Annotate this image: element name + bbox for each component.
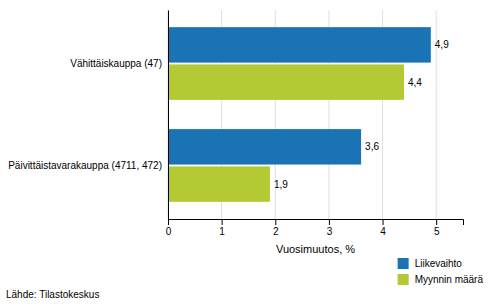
tick-label: Päivittäistavarakauppa (4711, 472) (8, 160, 162, 171)
tick-label: Vähittäiskauppa (47) (70, 58, 162, 69)
bars (168, 27, 431, 202)
data-label: 4,4 (408, 77, 422, 88)
tick-label: 0 (166, 226, 172, 237)
data-labels: 3,6 4,9 1,9 4,4 (274, 39, 449, 189)
legend: Liikevaihto Myynnin määrä (398, 258, 484, 285)
tick-mark (222, 219, 223, 225)
tick-mark (329, 219, 330, 225)
tick: 3 (327, 219, 333, 237)
tick-mark (436, 219, 437, 225)
tick: 0 (166, 219, 172, 237)
legend-swatch (398, 258, 409, 269)
y-axis: Vähittäiskauppa (47) Päivittäistavarakaup… (8, 11, 168, 220)
data-label: 1,9 (274, 179, 288, 190)
bar (168, 166, 270, 201)
bar (168, 129, 361, 164)
tick: 2 (273, 219, 279, 237)
annotation: Lähde: Tilastokeskus (6, 289, 99, 300)
tick: 1 (219, 219, 225, 237)
legend-label: Liikevaihto (415, 258, 463, 269)
tick: Päivittäistavarakauppa (4711, 472) (8, 160, 168, 171)
bar (168, 64, 404, 99)
legend-item: Myynnin määrä (398, 274, 484, 285)
grid-line (168, 10, 169, 219)
legend-swatch (398, 274, 409, 285)
tick: 5 (434, 219, 440, 237)
grid (168, 10, 436, 219)
legend-item: Liikevaihto (398, 258, 463, 269)
axis-line (169, 220, 464, 226)
tick-mark (168, 219, 169, 225)
tick-label: 5 (434, 226, 440, 237)
axis-title: Vuosimuutos, % (276, 243, 355, 255)
tick: Vähittäiskauppa (47) (70, 58, 168, 69)
chart: 3,6 4,9 1,9 4,4 0 1 2 3 4 5 Vähittäiskauppa (47) Pä… (0, 0, 493, 304)
data-label: 4,9 (435, 39, 449, 50)
tick-label: 4 (380, 226, 386, 237)
tick: 4 (380, 219, 386, 237)
legend-label: Myynnin määrä (415, 274, 484, 285)
tick-label: 3 (327, 226, 333, 237)
tick-mark (383, 219, 384, 225)
tick-label: 2 (273, 226, 279, 237)
tick-label: 1 (219, 226, 225, 237)
data-label: 3,6 (365, 141, 379, 152)
tick-mark (275, 219, 276, 225)
x-axis: 0 1 2 3 4 5 (166, 219, 464, 237)
bar (168, 27, 431, 62)
axis-line (168, 11, 169, 220)
